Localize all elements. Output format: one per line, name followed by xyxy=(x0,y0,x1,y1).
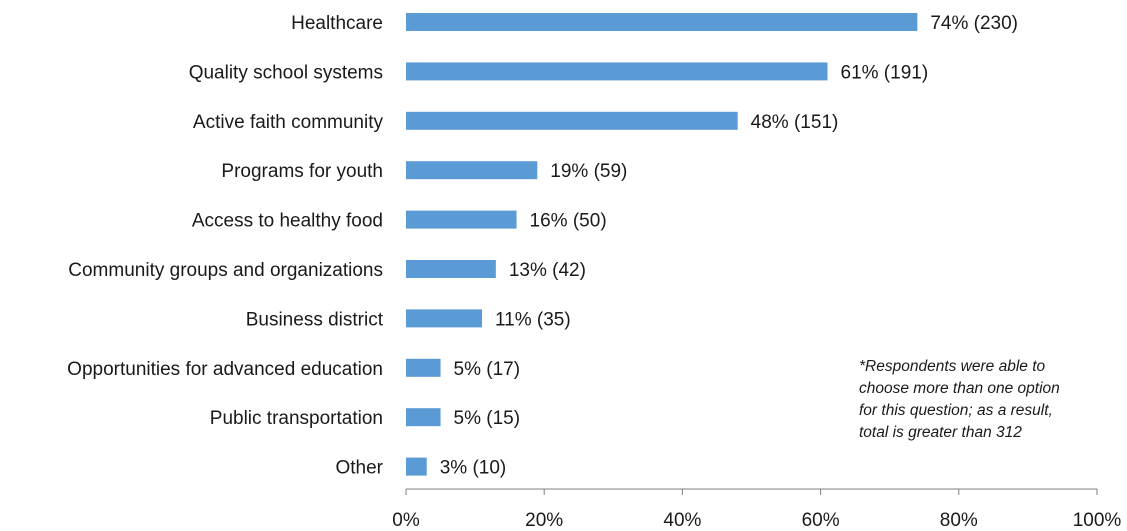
footnote-line: total is greater than 312 xyxy=(859,424,1022,441)
footnote-annotation: *Respondents were able to choose more th… xyxy=(859,356,1119,444)
data-label: 61% (191) xyxy=(841,62,929,83)
category-label: Business district xyxy=(246,309,384,330)
x-tick-label: 0% xyxy=(392,510,420,531)
bar xyxy=(406,161,538,180)
data-label: 3% (10) xyxy=(440,458,507,479)
data-label: 19% (59) xyxy=(550,161,627,182)
x-tick-label: 40% xyxy=(663,510,701,531)
category-label: Opportunities for advanced education xyxy=(67,359,383,380)
category-label: Active faith community xyxy=(193,112,384,133)
footnote-line: choose more than one option xyxy=(859,380,1060,397)
bar xyxy=(406,309,483,328)
bar xyxy=(406,62,828,81)
data-label: 13% (42) xyxy=(509,260,586,281)
data-label: 16% (50) xyxy=(530,211,607,232)
data-label: 48% (151) xyxy=(751,112,839,133)
x-tick-label: 20% xyxy=(525,510,563,531)
bar xyxy=(406,13,918,31)
bar xyxy=(406,111,738,130)
bar xyxy=(406,260,496,278)
data-label: 5% (17) xyxy=(454,359,521,380)
footnote-line: for this question; as a result, xyxy=(859,402,1053,419)
data-label: 74% (230) xyxy=(930,13,1018,34)
category-label: Healthcare xyxy=(291,13,383,34)
bar xyxy=(406,457,427,476)
x-tick-label: 60% xyxy=(802,510,840,531)
category-label: Public transportation xyxy=(210,408,383,429)
bar xyxy=(406,210,517,229)
footnote-line: *Respondents were able to xyxy=(859,358,1046,375)
category-label: Community groups and organizations xyxy=(68,260,383,281)
data-label: 11% (35) xyxy=(495,309,571,330)
x-tick-label: 100% xyxy=(1073,510,1122,531)
category-label: Programs for youth xyxy=(221,161,383,182)
category-label: Access to healthy food xyxy=(192,211,383,232)
data-label: 5% (15) xyxy=(454,408,521,429)
x-tick-label: 80% xyxy=(940,510,978,531)
category-label: Other xyxy=(335,458,383,479)
bar xyxy=(406,358,441,377)
category-label: Quality school systems xyxy=(189,62,383,83)
bar xyxy=(406,408,441,427)
